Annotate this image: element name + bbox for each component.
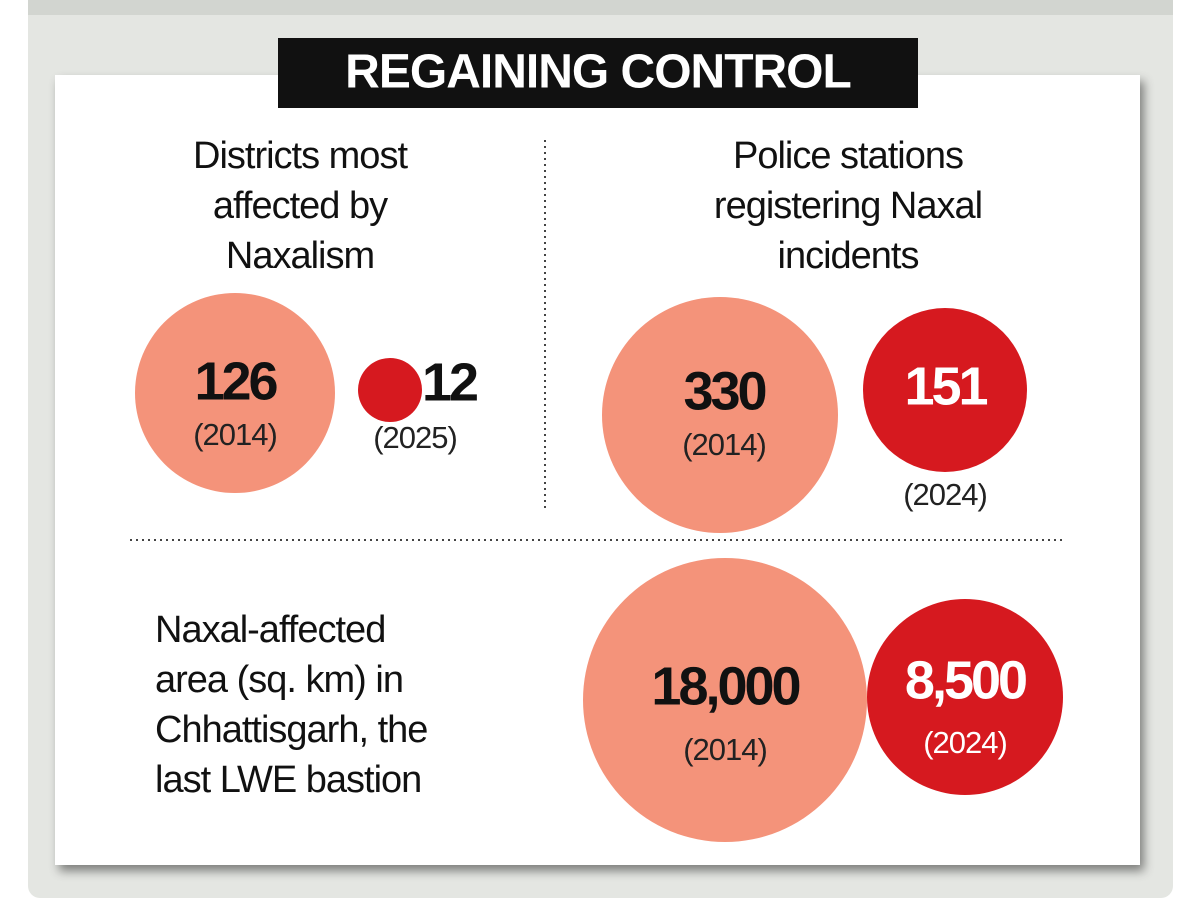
panel-label: incidents	[778, 235, 919, 277]
bubble	[135, 293, 335, 493]
value: 8,500	[905, 650, 1026, 710]
title: REGAINING CONTROL	[345, 46, 851, 99]
bubble	[863, 308, 1027, 472]
year: (2024)	[903, 477, 987, 512]
panel-label: Chhattisgarh, the	[155, 709, 427, 751]
value: 12	[422, 352, 477, 412]
panel-label: Police stations	[733, 135, 963, 177]
year: (2024)	[923, 725, 1007, 760]
bubble	[867, 599, 1063, 795]
bubble	[583, 558, 867, 842]
panel-label: area (sq. km) in	[155, 659, 403, 701]
panel-label: last LWE bastion	[155, 759, 421, 801]
top-strip	[28, 0, 1173, 15]
year: (2014)	[683, 732, 767, 767]
value: 151	[904, 356, 987, 416]
year: (2025)	[373, 420, 457, 455]
panel-label: affected by	[213, 185, 388, 227]
bubble	[602, 297, 838, 533]
panel-label: Naxalism	[226, 235, 374, 277]
panel-label: Naxal-affected	[155, 609, 385, 651]
title-box	[278, 38, 918, 108]
value: 18,000	[651, 656, 799, 716]
panel-label: Districts most	[193, 135, 408, 177]
bubble	[358, 358, 422, 422]
panel-label: registering Naxal	[714, 185, 982, 227]
value: 126	[194, 351, 277, 411]
value: 330	[683, 361, 765, 421]
year: (2014)	[193, 417, 277, 452]
year: (2014)	[682, 427, 766, 462]
